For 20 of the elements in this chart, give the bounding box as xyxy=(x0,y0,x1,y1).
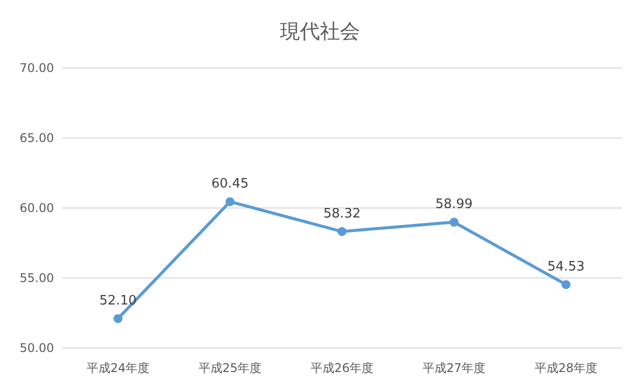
data-label: 54.53 xyxy=(547,260,585,275)
y-tick-label: 60.00 xyxy=(20,201,54,215)
x-tick-label: 平成28年度 xyxy=(534,361,598,375)
point xyxy=(450,218,458,227)
x-tick-label: 平成26年度 xyxy=(310,361,374,375)
data-label: 58.99 xyxy=(435,197,473,212)
y-tick-label: 65.00 xyxy=(20,131,54,145)
y-tick-label: 70.00 xyxy=(20,61,54,75)
y-tick-label: 55.00 xyxy=(20,271,54,285)
x-tick-label: 平成25年度 xyxy=(198,361,262,375)
point xyxy=(114,314,122,324)
data-label: 58.32 xyxy=(323,206,361,222)
point xyxy=(338,227,346,236)
point xyxy=(562,280,570,290)
point xyxy=(226,197,234,206)
y-tick-label: 50.00 xyxy=(20,341,54,355)
data-label: 60.45 xyxy=(211,176,249,192)
x-tick-label: 平成24年度 xyxy=(86,361,150,375)
x-tick-label: 平成27年度 xyxy=(422,361,486,375)
chart-title: 現代社会 xyxy=(280,19,360,43)
